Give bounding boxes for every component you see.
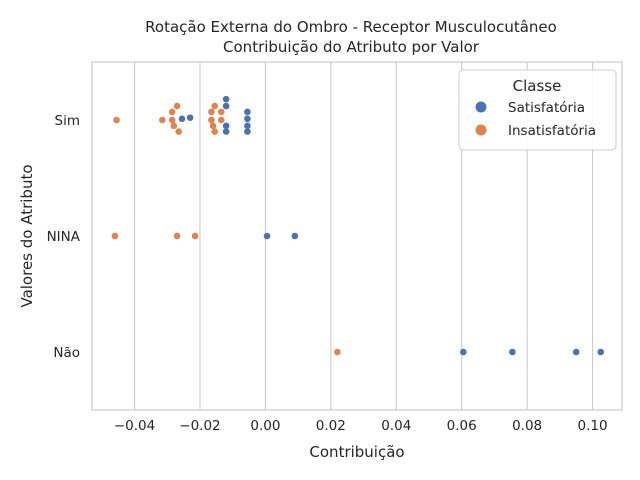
x-tick-labels: −0.04 −0.02 0.00 0.02 0.04 0.06 0.08 0.10 — [114, 418, 608, 434]
scatter-point — [209, 122, 217, 130]
scatter-point — [170, 122, 178, 130]
y-tick-label: Sim — [55, 113, 80, 129]
x-tick-label: 0.04 — [381, 418, 411, 434]
scatter-point — [178, 115, 186, 123]
scatter-point — [460, 348, 467, 356]
x-tick-label: −0.02 — [179, 418, 220, 434]
scatter-point — [244, 122, 251, 130]
scatter-point — [597, 348, 605, 356]
scatter-point — [168, 116, 176, 124]
scatter-point — [244, 108, 251, 116]
scatter-point — [168, 108, 176, 116]
scatter-point — [113, 116, 120, 124]
scatter-point — [572, 348, 580, 356]
scatter-points — [111, 95, 605, 356]
legend-label-satisfatoria: Satisfatória — [508, 100, 585, 116]
scatter-point — [334, 348, 341, 356]
scatter-point — [211, 128, 218, 135]
scatter-point — [222, 122, 230, 130]
chart-title-line-1: Rotação Externa do Ombro - Receptor Musc… — [145, 18, 557, 36]
scatter-point — [191, 232, 199, 240]
legend-frame — [458, 69, 617, 151]
scatter-point — [159, 116, 166, 124]
scatter-point — [222, 95, 230, 103]
x-tick-label: 0.10 — [578, 418, 608, 434]
scatter-point — [222, 102, 230, 110]
x-tick-label: 0.02 — [316, 418, 346, 434]
scatter-point — [211, 102, 218, 110]
x-tick-label: 0.00 — [250, 418, 280, 434]
x-tick-label: 0.06 — [447, 418, 477, 434]
x-axis-label: Contribuição — [309, 443, 404, 461]
scatter-point — [208, 108, 215, 116]
legend-marker-insatisfatoria — [475, 124, 487, 136]
legend: Classe Satisfatória Insatisfatória — [458, 69, 617, 151]
scatter-point — [244, 115, 251, 123]
chart-title-line-2: Contribuição do Atributo por Valor — [223, 38, 480, 56]
legend-title: Classe — [513, 77, 562, 95]
y-tick-labels: Sim NINA Não — [47, 113, 81, 361]
y-tick-label: Não — [53, 345, 80, 361]
scatter-point — [263, 232, 271, 240]
scatter-point — [173, 232, 181, 240]
x-tick-label: 0.08 — [512, 418, 542, 434]
legend-label-insatisfatoria: Insatisfatória — [508, 123, 596, 139]
scatter-point — [217, 108, 225, 116]
y-axis-label: Valores do Atributo — [18, 164, 36, 307]
scatter-point — [111, 232, 119, 240]
y-tick-label: NINA — [47, 229, 81, 245]
legend-marker-satisfatoria — [475, 101, 487, 113]
scatter-point — [244, 128, 251, 135]
x-tick-label: −0.04 — [114, 418, 155, 434]
scatter-point — [173, 102, 181, 110]
scatter-point — [217, 116, 225, 124]
scatter-point — [186, 114, 194, 121]
scatter-point — [291, 232, 299, 240]
scatter-point — [222, 128, 230, 135]
scatter-point — [175, 128, 182, 135]
scatter-point — [208, 116, 215, 124]
scatter-point — [509, 348, 516, 356]
